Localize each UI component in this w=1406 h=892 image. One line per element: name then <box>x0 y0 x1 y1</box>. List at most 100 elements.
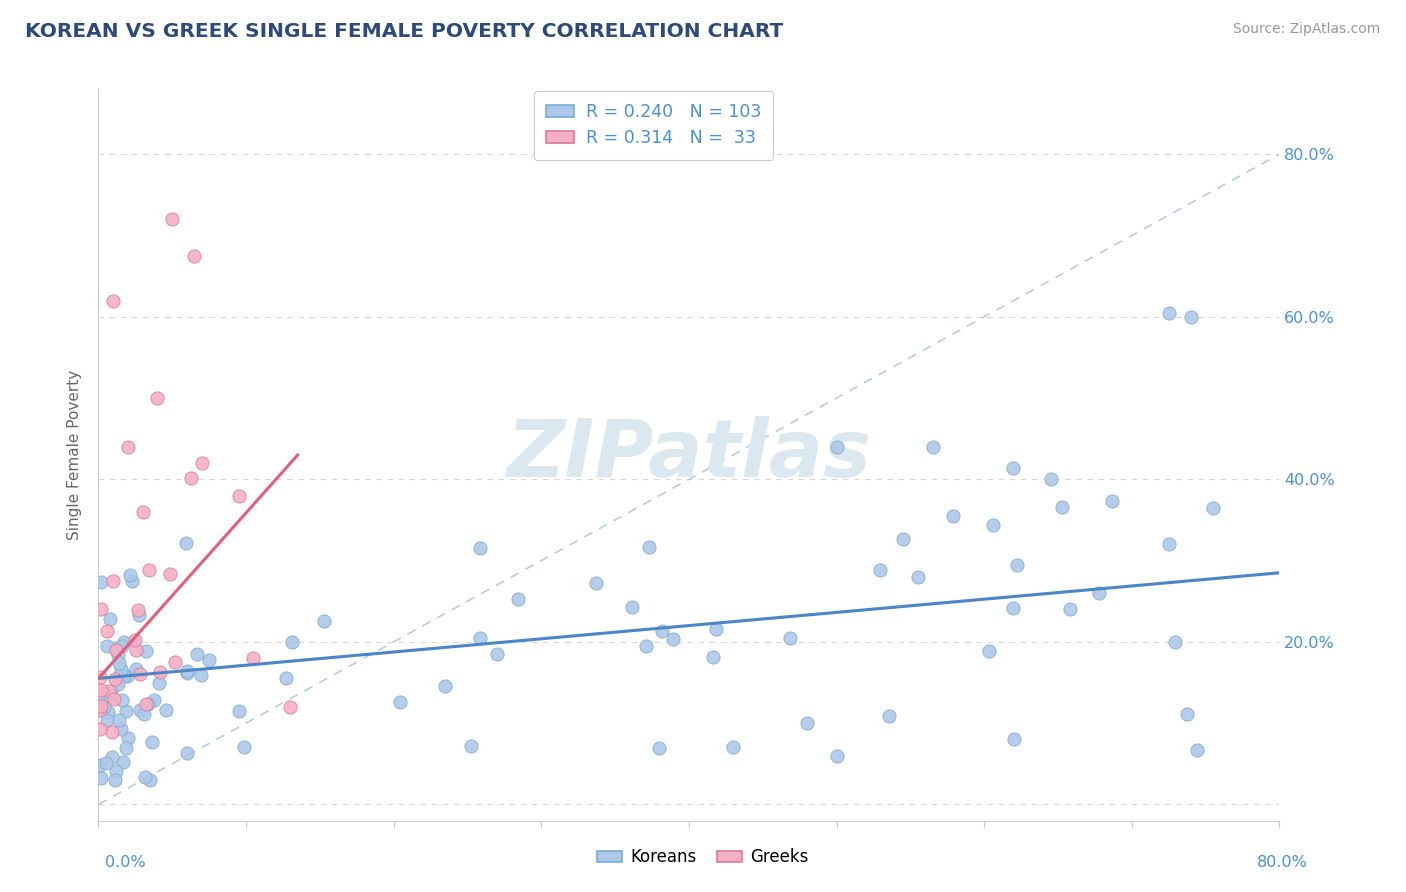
Point <box>228 489 250 503</box>
Point <box>104 764 127 778</box>
Point <box>93 700 115 714</box>
Point <box>90 602 112 616</box>
Point <box>506 592 529 607</box>
Point <box>111 639 134 653</box>
Point <box>647 741 669 756</box>
Point <box>274 671 297 685</box>
Point <box>621 600 644 615</box>
Point <box>100 684 122 698</box>
Point <box>585 576 607 591</box>
Point <box>90 682 112 697</box>
Point <box>112 669 135 683</box>
Point <box>104 672 127 686</box>
Point <box>1059 601 1081 615</box>
Point <box>97 705 120 719</box>
Point <box>702 650 724 665</box>
Point <box>105 641 128 656</box>
Point <box>180 471 202 485</box>
Point <box>135 644 157 658</box>
Point <box>942 509 965 524</box>
Point <box>89 758 111 772</box>
Point <box>124 633 146 648</box>
Point <box>637 541 659 555</box>
Point <box>143 693 166 707</box>
Point <box>281 635 304 649</box>
Point <box>486 647 509 661</box>
Point <box>108 656 131 670</box>
Point <box>1157 537 1180 551</box>
Point <box>101 750 124 764</box>
Point <box>159 566 181 581</box>
Point <box>176 746 198 760</box>
Point <box>110 662 132 676</box>
Point <box>135 698 157 712</box>
Point <box>100 724 122 739</box>
Point <box>112 756 135 770</box>
Point <box>1175 707 1198 722</box>
Point <box>114 741 136 756</box>
Point <box>1185 743 1208 757</box>
Point <box>634 640 657 654</box>
Point <box>176 664 198 678</box>
Text: ZIPatlas: ZIPatlas <box>506 416 872 494</box>
Point <box>110 722 132 736</box>
Point <box>1164 635 1187 649</box>
Text: KOREAN VS GREEK SINGLE FEMALE POVERTY CORRELATION CHART: KOREAN VS GREEK SINGLE FEMALE POVERTY CO… <box>25 22 783 41</box>
Point <box>103 691 125 706</box>
Legend: Koreans, Greeks: Koreans, Greeks <box>591 842 815 873</box>
Point <box>96 713 118 727</box>
Text: Source: ZipAtlas.com: Source: ZipAtlas.com <box>1233 22 1381 37</box>
Point <box>138 772 160 787</box>
Point <box>1202 500 1225 515</box>
Point <box>877 709 900 723</box>
Point <box>979 644 1001 658</box>
Point <box>107 648 129 662</box>
Point <box>280 699 302 714</box>
Point <box>388 695 411 709</box>
Point <box>242 651 264 665</box>
Point <box>891 532 914 546</box>
Point <box>127 603 149 617</box>
Point <box>101 574 124 589</box>
Point <box>117 440 139 454</box>
Text: 80.0%: 80.0% <box>1257 855 1308 870</box>
Point <box>1005 558 1028 572</box>
Point <box>651 624 673 639</box>
Point <box>228 704 250 718</box>
Point <box>134 770 156 784</box>
Point <box>191 456 214 470</box>
Point <box>98 683 121 698</box>
Point <box>111 693 134 707</box>
Point <box>146 391 169 405</box>
Point <box>94 756 117 771</box>
Point <box>433 679 456 693</box>
Point <box>108 667 131 681</box>
Point <box>198 653 221 667</box>
Point <box>148 675 170 690</box>
Point <box>921 440 943 454</box>
Point <box>90 698 112 713</box>
Point <box>825 440 848 454</box>
Point <box>907 569 929 583</box>
Point <box>107 677 129 691</box>
Point <box>869 563 891 577</box>
Point <box>132 505 155 519</box>
Point <box>104 643 127 657</box>
Point <box>162 212 183 227</box>
Point <box>124 662 146 676</box>
Point <box>460 739 482 754</box>
Point <box>96 624 118 639</box>
Point <box>176 666 198 681</box>
Point <box>138 563 160 577</box>
Point <box>98 689 121 703</box>
Point <box>1101 493 1123 508</box>
Point <box>90 574 112 589</box>
Point <box>98 612 121 626</box>
Point <box>779 632 801 646</box>
Point <box>232 740 254 755</box>
Point <box>1001 600 1024 615</box>
Point <box>468 631 491 645</box>
Point <box>118 568 141 582</box>
Point <box>141 735 163 749</box>
Point <box>662 632 685 646</box>
